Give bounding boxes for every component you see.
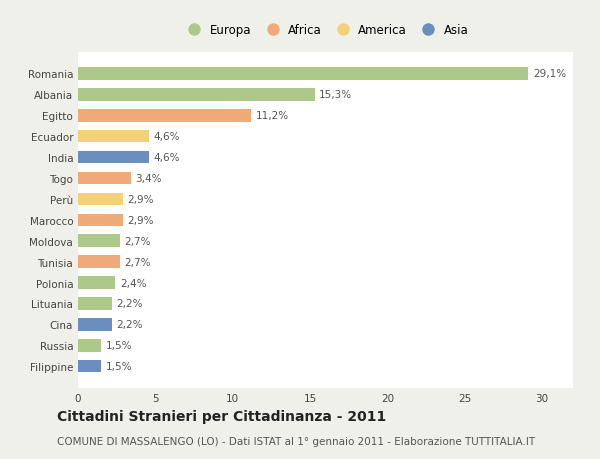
Text: 2,9%: 2,9%	[128, 195, 154, 204]
Bar	[78, 68, 528, 80]
Text: 4,6%: 4,6%	[154, 132, 180, 142]
Text: 2,2%: 2,2%	[116, 299, 143, 309]
Text: 1,5%: 1,5%	[106, 341, 133, 351]
Bar	[78, 256, 120, 269]
Text: 2,2%: 2,2%	[116, 319, 143, 330]
Text: 11,2%: 11,2%	[256, 111, 289, 121]
Text: 15,3%: 15,3%	[319, 90, 352, 100]
Bar	[78, 235, 120, 247]
Legend: Europa, Africa, America, Asia: Europa, Africa, America, Asia	[180, 22, 471, 39]
Text: 2,4%: 2,4%	[120, 278, 146, 288]
Text: 2,9%: 2,9%	[128, 215, 154, 225]
Bar	[78, 172, 131, 185]
Bar	[78, 297, 112, 310]
Text: 1,5%: 1,5%	[106, 361, 133, 371]
Bar	[78, 110, 251, 122]
Text: 2,7%: 2,7%	[124, 236, 151, 246]
Text: 2,7%: 2,7%	[124, 257, 151, 267]
Bar	[78, 193, 123, 206]
Bar	[78, 319, 112, 331]
Bar	[78, 360, 101, 373]
Bar	[78, 339, 101, 352]
Text: 29,1%: 29,1%	[533, 69, 566, 79]
Bar	[78, 214, 123, 227]
Text: 4,6%: 4,6%	[154, 153, 180, 163]
Bar	[78, 277, 115, 289]
Text: 3,4%: 3,4%	[135, 174, 162, 184]
Text: Cittadini Stranieri per Cittadinanza - 2011: Cittadini Stranieri per Cittadinanza - 2…	[57, 409, 386, 423]
Bar	[78, 131, 149, 143]
Text: COMUNE DI MASSALENGO (LO) - Dati ISTAT al 1° gennaio 2011 - Elaborazione TUTTITA: COMUNE DI MASSALENGO (LO) - Dati ISTAT a…	[57, 437, 535, 446]
Bar	[78, 89, 314, 101]
Bar	[78, 151, 149, 164]
